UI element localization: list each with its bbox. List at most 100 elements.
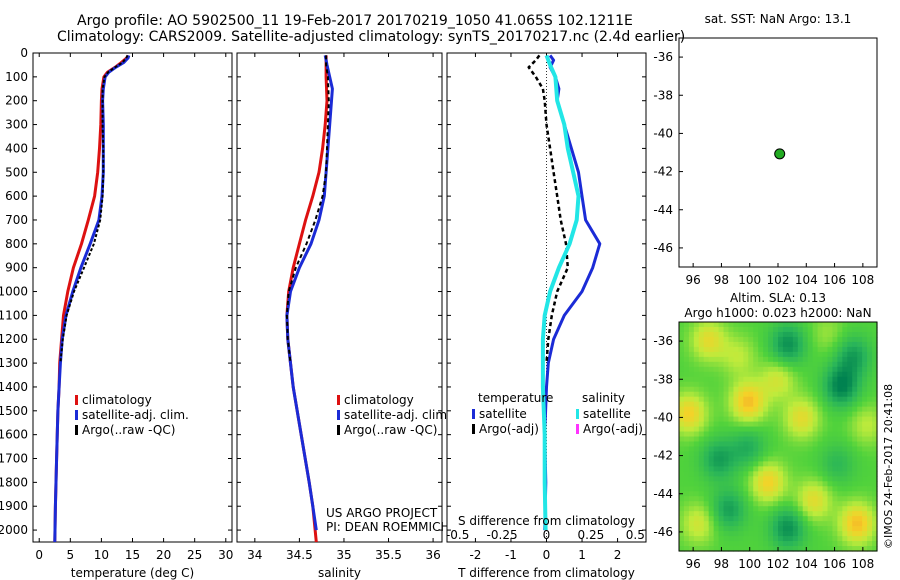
sla-heatmap-cell (778, 456, 784, 462)
sla-heatmap-cell (782, 546, 789, 552)
sla-heatmap-cell (753, 331, 759, 338)
sla-heatmap-cell (792, 411, 799, 418)
sla-heatmap-cell (847, 381, 853, 388)
sla-heatmap-cell (807, 376, 814, 383)
sla-heatmap-cell (797, 366, 804, 373)
sla-heatmap-cell (768, 496, 774, 502)
sla-heatmap-cell (822, 376, 829, 383)
sla-heatmap-cell (832, 441, 838, 448)
sla-heatmap-cell (857, 322, 863, 328)
sla-heatmap-cell (802, 411, 809, 418)
sla-heatmap-cell (857, 531, 863, 537)
sla-heatmap-cell (797, 501, 804, 507)
sla-heatmap-cell (862, 426, 868, 433)
sla-heatmap-cell (679, 516, 685, 522)
sla-heatmap-cell (832, 511, 838, 517)
sla-heatmap-cell (787, 476, 794, 482)
sla-heatmap-cell (792, 541, 799, 547)
sla-heatmap-cell (832, 371, 838, 378)
sla-heatmap-cell (713, 456, 720, 462)
sla-heatmap-cell (847, 521, 853, 527)
sla-heatmap-cell (822, 406, 829, 413)
sla-heatmap-cell (842, 346, 848, 353)
sla-heatmap-cell (802, 381, 809, 388)
sla-heatmap-cell (718, 401, 725, 408)
sla-heatmap-cell (867, 426, 873, 433)
sla-heatmap-cell (693, 446, 700, 453)
sla-heatmap-cell (802, 396, 809, 403)
sla-heatmap-cell (857, 506, 863, 512)
sla-heatmap-cell (728, 341, 735, 348)
sla-heatmap-cell (708, 516, 715, 522)
sla-heatmap-cell (733, 361, 739, 368)
sla-heatmap-cell (787, 426, 794, 433)
sla-heatmap-cell (872, 476, 878, 482)
sla-heatmap-cell (807, 461, 814, 467)
sla-heatmap-cell (852, 371, 858, 378)
sla-heatmap-cell (763, 496, 769, 502)
sla-heatmap-cell (708, 451, 715, 458)
sla-heatmap-cell (708, 361, 715, 368)
sla-heatmap-cell (787, 336, 794, 343)
sla-heatmap-cell (792, 546, 799, 552)
sla-heatmap-cell (792, 401, 799, 408)
sla-heatmap-cell (817, 466, 824, 472)
sla-heatmap-cell (728, 456, 735, 462)
sla-heatmap-cell (797, 541, 804, 547)
sla-heatmap-cell (748, 416, 754, 423)
sla-heatmap-cell (758, 396, 764, 403)
sla-heatmap-cell (778, 446, 784, 453)
sla-heatmap-cell (797, 426, 804, 433)
sla-heatmap-cell (713, 356, 720, 363)
sla-heatmap-cell (718, 366, 725, 373)
sla-heatmap-cell (758, 371, 764, 378)
sla-heatmap-cell (872, 351, 878, 358)
sla-heatmap-cell (822, 331, 829, 338)
sla-heatmap-cell (872, 441, 878, 448)
sla-heatmap-cell (693, 471, 700, 477)
sla-heatmap-cell (862, 351, 868, 358)
sla-heatmap-cell (718, 506, 725, 512)
sla-heatmap-cell (733, 356, 739, 363)
sla-heatmap-cell (872, 386, 878, 393)
sla-heatmap-cell (817, 526, 824, 532)
sla-heatmap-cell (688, 401, 695, 408)
sla-heatmap-cell (807, 476, 814, 482)
sla-heatmap-cell (862, 396, 868, 403)
sla-heatmap-cell (758, 356, 764, 363)
sla-heatmap-cell (782, 446, 789, 453)
sla-heatmap-cell (768, 436, 774, 443)
difference-legend-sal-swatch (576, 409, 579, 419)
sla-heatmap-cell (683, 481, 690, 487)
sla-heatmap-cell (778, 431, 784, 438)
sla-heatmap-cell (758, 486, 764, 492)
sla-heatmap-cell (723, 516, 730, 522)
sla-heatmap-cell (768, 386, 774, 393)
sla-heatmap-cell (773, 361, 779, 368)
sla-heatmap-cell (693, 346, 700, 353)
sla-heatmap-cell (857, 521, 863, 527)
sla-heatmap-cell (693, 526, 700, 532)
sla-heatmap-cell (733, 406, 739, 413)
sla-heatmap-cell (802, 361, 809, 368)
sla-heatmap-cell (812, 541, 819, 547)
sla-heatmap-cell (867, 391, 873, 398)
sla-heatmap-cell (797, 521, 804, 527)
sla-heatmap-cell (743, 526, 749, 532)
sla-heatmap-cell (708, 371, 715, 378)
sla-heatmap-cell (768, 401, 774, 408)
sla-heatmap-cell (748, 436, 754, 443)
sla-heatmap-cell (768, 516, 774, 522)
sla-heatmap-cell (713, 431, 720, 438)
sla-heatmap-cell (837, 506, 843, 512)
sla-heatmap-cell (679, 401, 685, 408)
sla-heatmap-cell (679, 341, 685, 348)
sla-heatmap-cell (832, 526, 838, 532)
sla-heatmap-cell (827, 356, 834, 363)
sla-heatmap-cell (832, 381, 838, 388)
sla-heatmap-cell (773, 371, 779, 378)
sla-heatmap-cell (862, 431, 868, 438)
sla-heatmap-cell (713, 351, 720, 358)
sla-heatmap-cell (723, 511, 730, 517)
sla-heatmap-cell (713, 501, 720, 507)
